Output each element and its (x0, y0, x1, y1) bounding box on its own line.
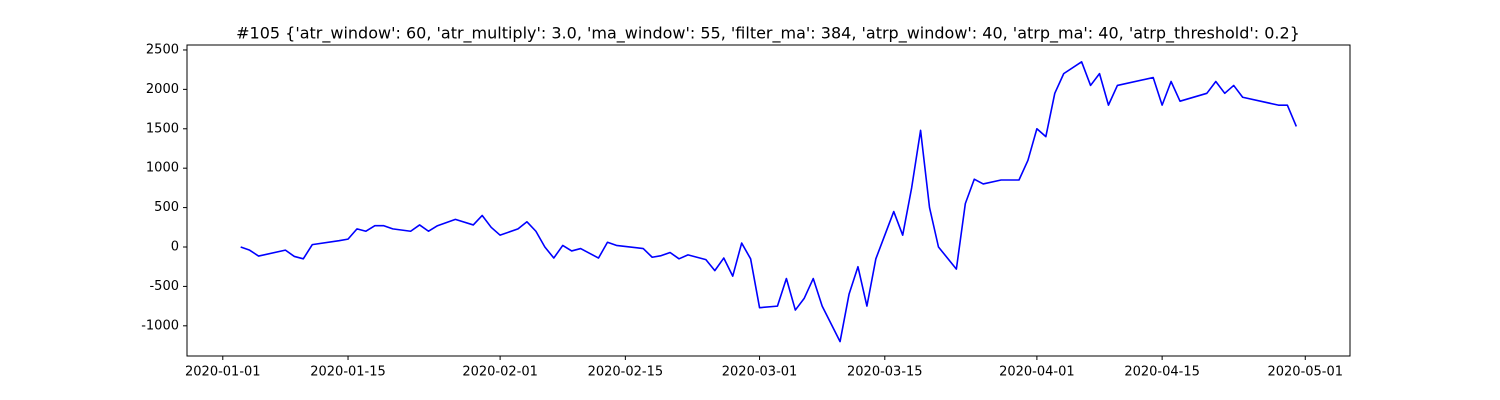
x-tick-label: 2020-01-01 (185, 365, 261, 380)
y-tick-label: 1500 (146, 121, 179, 136)
x-tick-label: 2020-04-15 (1124, 365, 1200, 380)
y-tick-label: -1000 (141, 318, 179, 333)
chart-title: #105 {'atr_window': 60, 'atr_multiply': … (236, 24, 1300, 44)
x-tick-label: 2020-05-01 (1267, 365, 1343, 380)
y-tick-label: 2500 (146, 42, 179, 57)
x-tick-label: 2020-01-15 (310, 365, 386, 380)
x-tick-label: 2020-02-01 (462, 365, 538, 380)
x-tick-label: 2020-04-01 (999, 365, 1075, 380)
y-tick-label: 500 (154, 200, 179, 215)
y-tick-label: 0 (171, 240, 179, 255)
x-tick-label: 2020-02-15 (588, 365, 664, 380)
x-tick-label: 2020-03-15 (847, 365, 923, 380)
x-tick-label: 2020-03-01 (722, 365, 798, 380)
line (240, 60, 1298, 343)
plot-frame (186, 44, 1351, 357)
y-tick-label: 2000 (146, 82, 179, 97)
y-tick-label: 1000 (146, 161, 179, 176)
y-tick-label: -500 (149, 279, 179, 294)
